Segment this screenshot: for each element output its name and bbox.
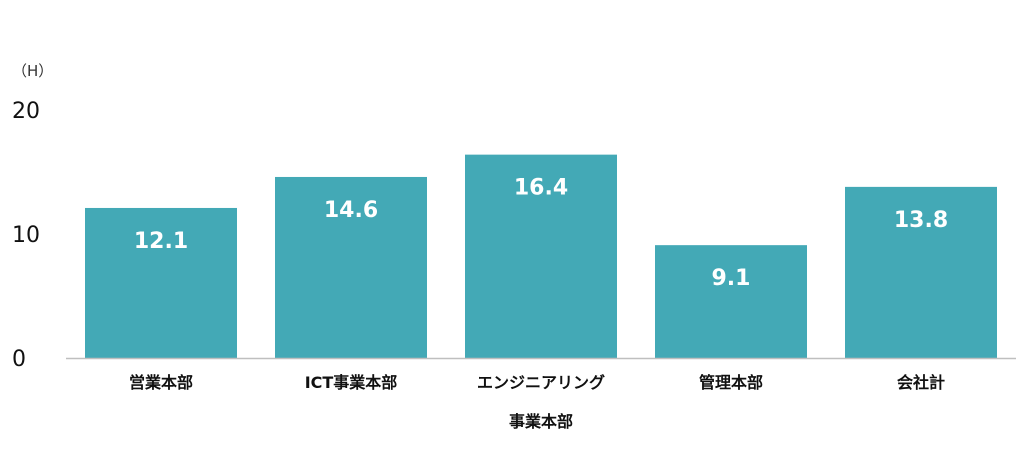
bar <box>465 154 617 358</box>
x-axis-ticks: 営業本部 ICT事業本部 エンジニアリング 管理本部 会社計 <box>129 373 945 392</box>
bar-value-label: 13.8 <box>894 208 948 233</box>
y-tick-label: 10 <box>12 223 40 248</box>
x-tick-label: 営業本部 <box>129 373 193 392</box>
y-tick-label: 0 <box>12 347 26 372</box>
bar <box>275 176 427 358</box>
bar <box>655 245 807 358</box>
y-axis-unit-label: （H） <box>12 62 53 80</box>
x-tick-label: ICT事業本部 <box>305 373 398 392</box>
bars <box>85 154 997 358</box>
x-axis-title: 事業本部 <box>509 412 573 431</box>
bar-value-labels: 12.1 14.6 16.4 9.1 13.8 <box>134 176 948 292</box>
bar-value-label: 12.1 <box>134 229 188 254</box>
x-tick-label: エンジニアリング <box>477 373 605 392</box>
bar-value-label: 14.6 <box>324 198 378 223</box>
x-tick-label: 会社計 <box>897 373 945 392</box>
bar <box>85 207 237 358</box>
bar <box>845 186 997 358</box>
bar-value-label: 9.1 <box>712 266 751 291</box>
y-tick-label: 20 <box>12 99 40 124</box>
y-axis-ticks: 0 10 20 <box>12 99 40 372</box>
bar-value-label: 16.4 <box>514 176 568 201</box>
x-tick-label: 管理本部 <box>699 373 763 392</box>
